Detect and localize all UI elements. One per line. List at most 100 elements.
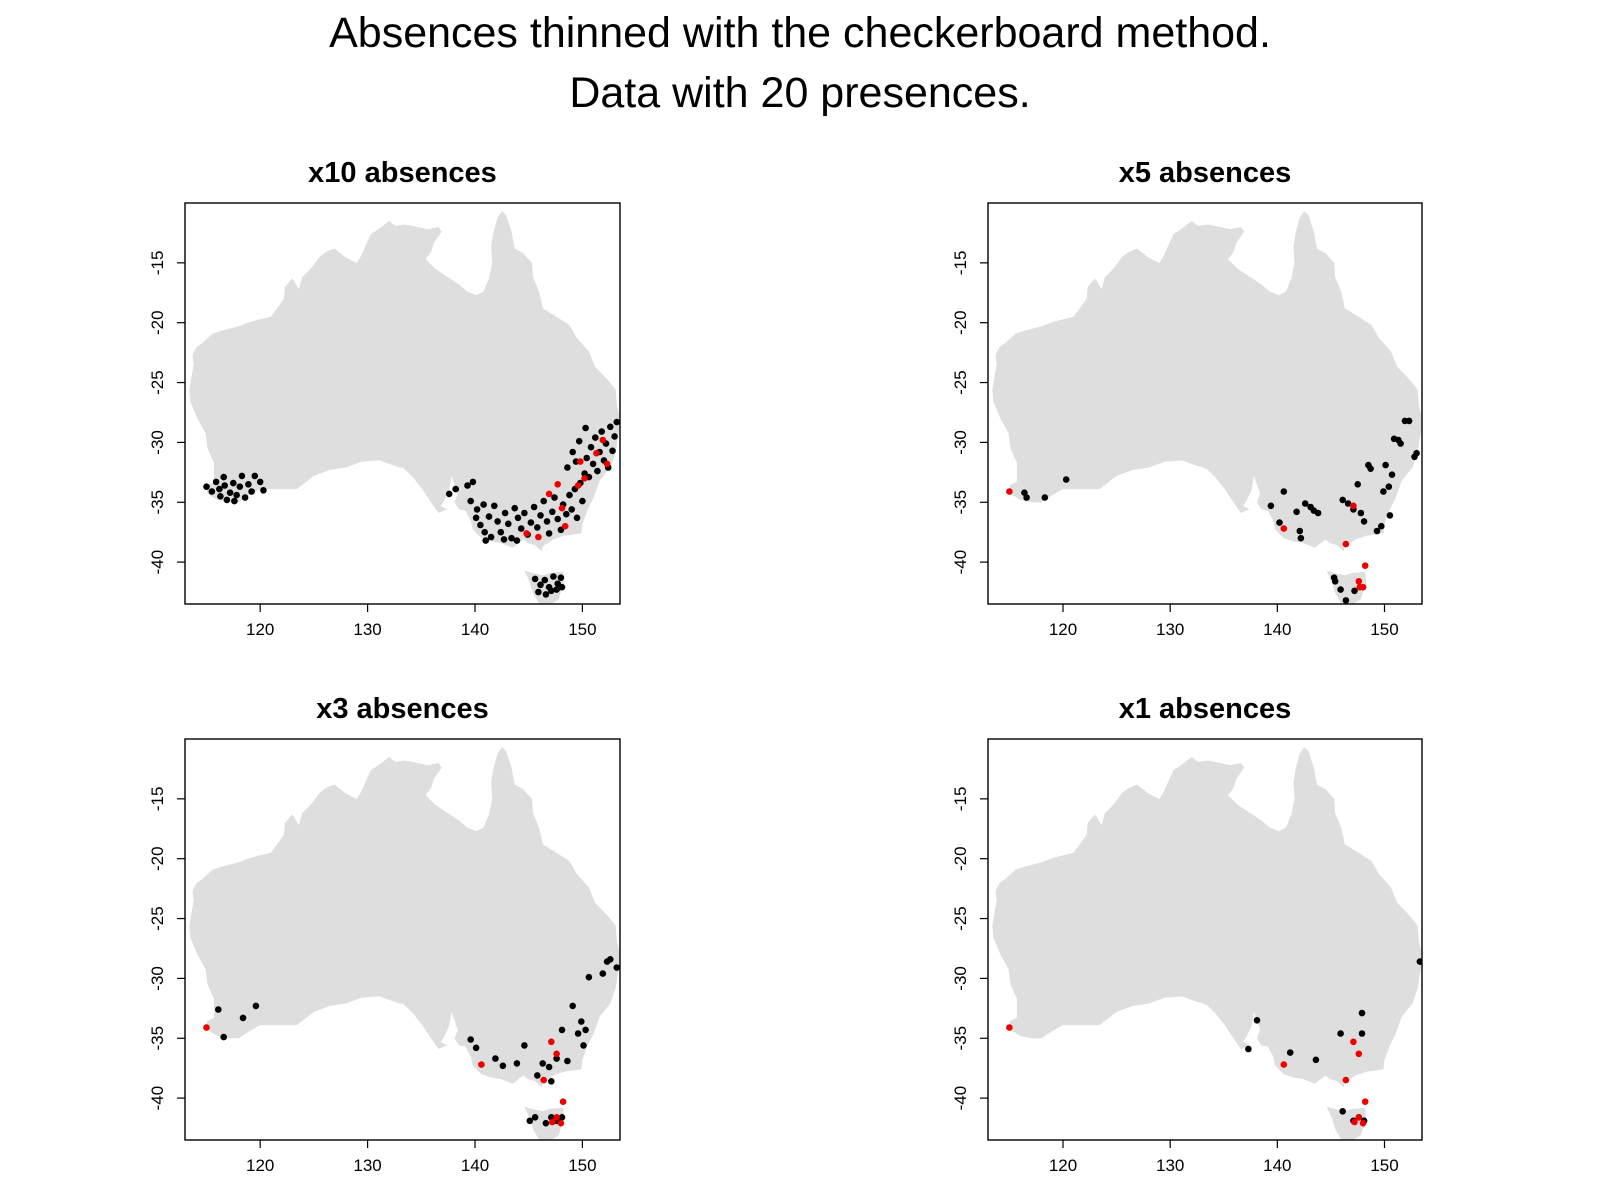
- absence-point: [526, 1117, 534, 1125]
- absence-point: [569, 1002, 576, 1010]
- absence-point: [541, 576, 549, 584]
- panel-title: x1 absences: [1119, 693, 1292, 725]
- absence-point: [1276, 519, 1283, 526]
- absence-point: [1337, 1030, 1344, 1037]
- x-tick-label: 150: [568, 620, 596, 639]
- mainland-shape: [189, 211, 620, 552]
- absence-point: [521, 509, 528, 517]
- presence-point: [1350, 502, 1357, 510]
- presence-point: [1351, 1118, 1358, 1126]
- absence-point: [1293, 508, 1300, 516]
- presence-point: [574, 482, 582, 489]
- y-tick-label: -35: [148, 1026, 167, 1051]
- absence-point: [535, 588, 542, 596]
- tasmania-shape: [1326, 1106, 1367, 1140]
- y-tick-label: -35: [951, 490, 970, 515]
- absence-point: [531, 575, 539, 583]
- panel-2: x5 absences 120 130 140 150 -15 -20 -25 -30 -35 -4…: [951, 157, 1423, 639]
- absence-point: [1354, 481, 1361, 488]
- presence-point: [549, 1118, 556, 1126]
- absence-point: [508, 534, 515, 542]
- absence-point: [215, 1006, 222, 1013]
- absence-point: [1296, 527, 1304, 535]
- absence-point: [1041, 494, 1049, 501]
- absence-point: [1331, 578, 1339, 585]
- y-tick-label: -30: [951, 430, 970, 455]
- absence-point: [464, 482, 471, 489]
- absence-point: [445, 490, 453, 498]
- absence-point: [582, 1026, 589, 1034]
- absence-point: [594, 467, 601, 475]
- presence-point: [523, 530, 530, 537]
- absence-point: [1301, 500, 1309, 507]
- absence-point: [549, 508, 556, 516]
- presence-point: [1355, 1114, 1363, 1121]
- absence-point: [564, 1057, 571, 1065]
- presence-point: [1280, 525, 1288, 532]
- panel-title: x5 absences: [1119, 157, 1292, 189]
- absence-point: [569, 448, 576, 456]
- y-tick-label: -40: [951, 550, 970, 575]
- plot-frame: [987, 738, 1423, 1141]
- presence-point: [545, 490, 553, 498]
- absence-point: [1245, 1045, 1252, 1053]
- absence-point: [531, 1114, 539, 1121]
- absence-point: [473, 506, 481, 513]
- absence-point: [579, 497, 586, 505]
- absence-point: [517, 525, 525, 532]
- presence-point: [1361, 562, 1369, 569]
- presence-point: [559, 1098, 567, 1105]
- absence-point: [1280, 488, 1288, 495]
- absence-point: [513, 1060, 521, 1067]
- absence-point: [238, 472, 246, 480]
- absence-point: [550, 573, 557, 580]
- absence-point: [220, 473, 227, 481]
- absence-point: [534, 524, 541, 531]
- absence-point: [1378, 522, 1385, 530]
- absence-point: [492, 1055, 499, 1062]
- presence-point: [1006, 1024, 1013, 1031]
- absence-point: [543, 518, 551, 525]
- absence-point: [1339, 496, 1346, 504]
- absence-point: [542, 1119, 550, 1127]
- absence-point: [1386, 512, 1394, 519]
- absence-point: [252, 1002, 260, 1010]
- absence-point: [501, 509, 509, 517]
- absence-point: [558, 1114, 566, 1121]
- absence-point: [613, 418, 620, 426]
- presence-point: [1356, 583, 1364, 591]
- absence-point: [481, 528, 489, 536]
- absence-point: [1358, 1030, 1366, 1037]
- absence-point: [500, 536, 508, 543]
- absence-point: [578, 1018, 585, 1025]
- absence-point: [599, 970, 607, 977]
- absence-point: [513, 537, 521, 544]
- absence-point: [248, 488, 255, 495]
- absence-point: [557, 574, 565, 581]
- absence-point: [1342, 597, 1350, 604]
- presence-point: [553, 1050, 560, 1058]
- absence-point: [241, 494, 249, 501]
- y-tick-label: -25: [148, 370, 167, 395]
- absence-point: [545, 1063, 553, 1071]
- y-tick-label: -30: [951, 966, 970, 991]
- x-tick-label: 140: [461, 1156, 489, 1175]
- absence-point: [553, 586, 560, 593]
- x-tick-label: 130: [353, 620, 381, 639]
- absence-point: [566, 491, 573, 499]
- absence-point: [537, 581, 544, 589]
- absence-point: [1358, 1009, 1366, 1017]
- x-tick-label: 140: [461, 620, 489, 639]
- absence-point: [208, 488, 216, 495]
- presence-point: [554, 481, 561, 488]
- absence-point: [548, 587, 555, 595]
- absence-point: [480, 501, 487, 508]
- absence-point: [539, 1060, 546, 1067]
- absence-point: [545, 530, 553, 537]
- absence-point: [217, 493, 224, 500]
- absence-point: [472, 1044, 480, 1052]
- absence-point: [491, 502, 498, 510]
- x-tick-label: 140: [1263, 1156, 1291, 1175]
- absence-point: [1373, 527, 1381, 535]
- absence-point: [1297, 534, 1305, 542]
